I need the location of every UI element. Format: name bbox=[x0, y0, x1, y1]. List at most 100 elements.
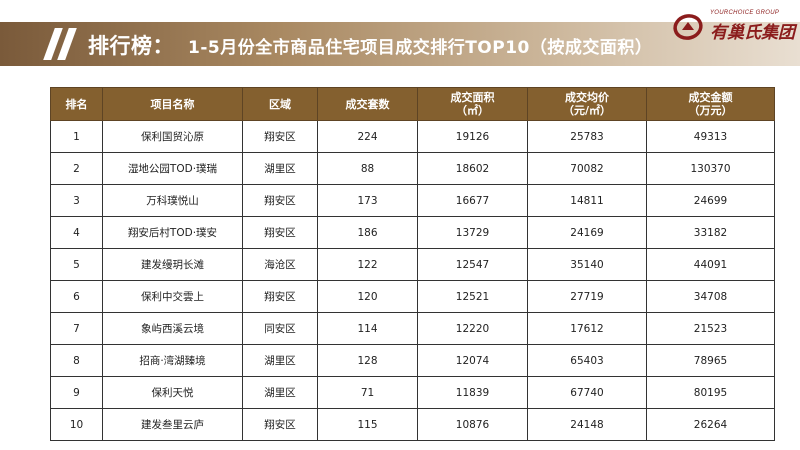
cell-amount: 80195 bbox=[646, 376, 775, 409]
cell-avg-price: 67740 bbox=[527, 376, 647, 409]
table-body: 1 保利国贸沁原 翔安区 224 19126 25783 49313 2 湿地公园TOD·璞瑞湖… bbox=[50, 120, 775, 441]
table-row: 4 翔安后村TOD·璞安 翔安区 186 13729 24169 33182 bbox=[50, 216, 775, 249]
table-row: 1 保利国贸沁原 翔安区 224 19126 25783 49313 bbox=[50, 120, 775, 153]
cell-project-name: 保利天悦 bbox=[102, 376, 243, 409]
slash-decoration bbox=[43, 28, 85, 60]
cell-district: 翔安区 bbox=[242, 216, 318, 249]
cell-rank: 5 bbox=[50, 248, 103, 281]
table-row: 6 保利中交雲上 翔安区 120 12521 27719 34708 bbox=[50, 280, 775, 313]
cell-area: 16677 bbox=[417, 184, 528, 217]
cell-units: 114 bbox=[317, 312, 418, 345]
cell-district: 翔安区 bbox=[242, 408, 318, 441]
header-avg-price: 成交均价 （元/㎡） bbox=[527, 87, 647, 121]
cell-amount: 44091 bbox=[646, 248, 775, 281]
cell-project-name: 建发叁里云庐 bbox=[102, 408, 243, 441]
cell-avg-price: 24169 bbox=[527, 216, 647, 249]
header-district: 区域 bbox=[242, 87, 318, 121]
title-colon: ： bbox=[152, 34, 174, 58]
header-amount: 成交金额 （万元） bbox=[646, 87, 775, 121]
cell-area: 19126 bbox=[417, 120, 528, 153]
cell-avg-price: 24148 bbox=[527, 408, 647, 441]
header-area: 成交面积 （㎡） bbox=[417, 87, 528, 121]
title-band bbox=[0, 22, 800, 66]
cell-district: 湖里区 bbox=[242, 152, 318, 185]
cell-avg-price: 65403 bbox=[527, 344, 647, 377]
title-subtitle: 1-5月份全市商品住宅项目成交排行TOP10（按成交面积） bbox=[188, 38, 653, 58]
cell-project-name: 建发缦玥长滩 bbox=[102, 248, 243, 281]
table-row: 8 招商·湾湖臻境 湖里区 128 12074 65403 78965 bbox=[50, 344, 775, 377]
cell-rank: 10 bbox=[50, 408, 103, 441]
table-row: 9 保利天悦 湖里区 71 11839 67740 80195 bbox=[50, 376, 775, 409]
header-rank: 排名 bbox=[50, 87, 103, 121]
cell-rank: 6 bbox=[50, 280, 103, 313]
cell-units: 122 bbox=[317, 248, 418, 281]
cell-project-name: 招商·湾湖臻境 bbox=[102, 344, 243, 377]
cell-area: 12074 bbox=[417, 344, 528, 377]
cell-avg-price: 27719 bbox=[527, 280, 647, 313]
cell-units: 120 bbox=[317, 280, 418, 313]
cell-project-name: 翔安后村TOD·璞安 bbox=[102, 216, 243, 249]
cell-rank: 1 bbox=[50, 120, 103, 153]
header-units-sold: 成交套数 bbox=[317, 87, 418, 121]
cell-district: 翔安区 bbox=[242, 184, 318, 217]
title-main: 排行榜 bbox=[88, 34, 153, 58]
cell-rank: 7 bbox=[50, 312, 103, 345]
cell-area: 10876 bbox=[417, 408, 528, 441]
page-title: 排行榜： 1-5月份全市商品住宅项目成交排行TOP10（按成交面积） bbox=[88, 31, 652, 61]
cell-project-name: 象屿西溪云境 bbox=[102, 312, 243, 345]
cell-amount: 24699 bbox=[646, 184, 775, 217]
ranking-table: 排名 项目名称 区域 成交套数 成交面积 （㎡） 成交均价 （元/㎡） 成交金额 （万… bbox=[50, 87, 775, 441]
cell-amount: 33182 bbox=[646, 216, 775, 249]
cell-district: 翔安区 bbox=[242, 280, 318, 313]
cell-avg-price: 14811 bbox=[527, 184, 647, 217]
cell-units: 224 bbox=[317, 120, 418, 153]
cell-amount: 21523 bbox=[646, 312, 775, 345]
cell-avg-price: 25783 bbox=[527, 120, 647, 153]
cell-project-name: 保利中交雲上 bbox=[102, 280, 243, 313]
cell-project-name: 湿地公园TOD·璞瑞 bbox=[102, 152, 243, 185]
cell-units: 173 bbox=[317, 184, 418, 217]
cell-area: 11839 bbox=[417, 376, 528, 409]
cell-rank: 2 bbox=[50, 152, 103, 185]
cell-project-name: 保利国贸沁原 bbox=[102, 120, 243, 153]
logo-mark-icon bbox=[673, 14, 703, 40]
logo-chinese-text: 有巢氏集团 bbox=[710, 23, 795, 43]
company-logo: YOURCHOICE GROUP 有巢氏集团 bbox=[672, 6, 798, 46]
cell-units: 71 bbox=[317, 376, 418, 409]
cell-rank: 4 bbox=[50, 216, 103, 249]
cell-project-name: 万科璞悦山 bbox=[102, 184, 243, 217]
table-row: 10 建发叁里云庐 翔安区 115 10876 24148 26264 bbox=[50, 408, 775, 441]
cell-area: 12547 bbox=[417, 248, 528, 281]
cell-amount: 26264 bbox=[646, 408, 775, 441]
cell-amount: 49313 bbox=[646, 120, 775, 153]
cell-district: 湖里区 bbox=[242, 344, 318, 377]
cell-avg-price: 35140 bbox=[527, 248, 647, 281]
cell-rank: 3 bbox=[50, 184, 103, 217]
cell-area: 18602 bbox=[417, 152, 528, 185]
cell-rank: 9 bbox=[50, 376, 103, 409]
table-row: 3 万科璞悦山 翔安区 173 16677 14811 24699 bbox=[50, 184, 775, 217]
cell-area: 13729 bbox=[417, 216, 528, 249]
cell-units: 115 bbox=[317, 408, 418, 441]
table-row: 7 象屿西溪云境 同安区 114 12220 17612 21523 bbox=[50, 312, 775, 345]
table-row: 5 建发缦玥长滩 海沧区 122 12547 35140 44091 bbox=[50, 248, 775, 281]
cell-units: 186 bbox=[317, 216, 418, 249]
cell-district: 海沧区 bbox=[242, 248, 318, 281]
table-row: 2 湿地公园TOD·璞瑞 湖里区 88 18602 70082 130370 bbox=[50, 152, 775, 185]
cell-district: 翔安区 bbox=[242, 120, 318, 153]
table-header-row: 排名 项目名称 区域 成交套数 成交面积 （㎡） 成交均价 （元/㎡） 成交金额 （万… bbox=[50, 87, 775, 121]
cell-avg-price: 17612 bbox=[527, 312, 647, 345]
cell-rank: 8 bbox=[50, 344, 103, 377]
cell-amount: 34708 bbox=[646, 280, 775, 313]
cell-district: 湖里区 bbox=[242, 376, 318, 409]
logo-english-text: YOURCHOICE GROUP bbox=[710, 10, 780, 16]
header-project-name: 项目名称 bbox=[102, 87, 243, 121]
cell-units: 88 bbox=[317, 152, 418, 185]
cell-amount: 130370 bbox=[646, 152, 775, 185]
cell-area: 12521 bbox=[417, 280, 528, 313]
cell-units: 128 bbox=[317, 344, 418, 377]
cell-district: 同安区 bbox=[242, 312, 318, 345]
cell-area: 12220 bbox=[417, 312, 528, 345]
cell-avg-price: 70082 bbox=[527, 152, 647, 185]
cell-amount: 78965 bbox=[646, 344, 775, 377]
